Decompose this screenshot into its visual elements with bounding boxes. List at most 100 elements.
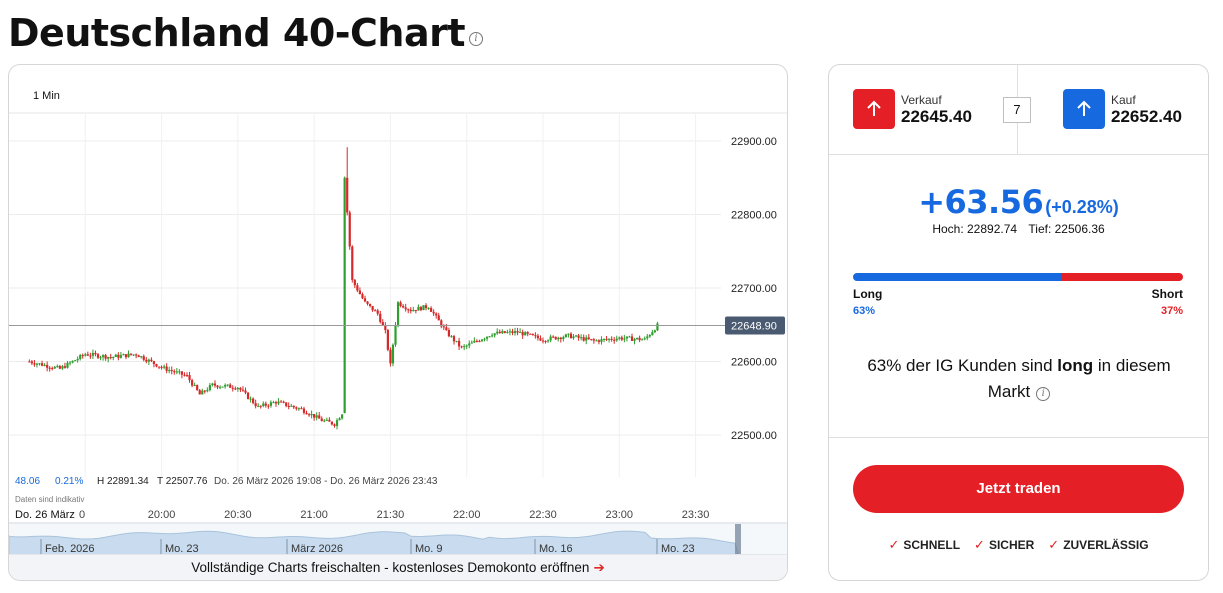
check-icon: ✓ [888, 537, 900, 552]
candle-body [394, 324, 397, 345]
candle-body [552, 336, 555, 338]
timeframe-label[interactable]: 1 Min [33, 90, 60, 102]
candle-body [541, 340, 545, 342]
candle-body [180, 371, 184, 375]
info-icon[interactable]: i [469, 32, 484, 46]
candle-body [221, 386, 224, 388]
candle-body [231, 387, 234, 389]
candle-body [424, 305, 428, 309]
candle-body [254, 403, 257, 407]
candle-body [361, 294, 364, 299]
candle-body [653, 330, 656, 333]
y-tick-label: 22500.00 [731, 430, 777, 442]
price-chart[interactable]: 1 Min 22900.0022800.0022700.0022600.0022… [9, 65, 788, 556]
candle-body [89, 355, 92, 357]
candle-body [427, 308, 430, 310]
candle-body [262, 403, 265, 406]
candle-body [279, 401, 283, 403]
candle-body [211, 383, 214, 386]
candle-body [236, 387, 239, 390]
candle-body [257, 405, 260, 407]
candle-body [511, 331, 514, 334]
candle-body [610, 338, 613, 340]
chart-panel[interactable]: 1 Min 22900.00 22800.00 22700.00 22600.00 22… [8, 64, 788, 581]
buy-button[interactable] [1063, 89, 1105, 129]
candle-body [475, 340, 478, 342]
candle-body [216, 385, 219, 388]
candle-body [480, 339, 484, 342]
stat-change: 48.06 [15, 476, 40, 487]
sell-box[interactable]: Verkauf 22645.40 [853, 89, 972, 129]
navigator[interactable]: Feb. 2026 Mo. 23 März 2026 Mo. 9 Mo. 16 Mo. 2… [9, 524, 788, 556]
candle-body [501, 331, 504, 334]
candle-body [368, 303, 372, 306]
page-title: Deutschland 40-Chart [8, 11, 466, 55]
buy-box[interactable]: Kauf 22652.40 [1063, 89, 1182, 129]
unlock-charts-link[interactable]: Vollständige Charts freischalten - koste… [9, 554, 787, 580]
candle-body [516, 331, 519, 333]
candle-body [241, 389, 245, 391]
sell-button[interactable] [853, 89, 895, 129]
candle-body [353, 279, 356, 286]
candle-body [389, 349, 392, 364]
x-tick-label: 23:00 [606, 509, 634, 521]
candle-body [577, 335, 580, 338]
stat-range: Do. 26 März 2026 19:08 - Do. 26 März 202… [214, 476, 438, 487]
candle-body [81, 355, 84, 357]
candle-body [206, 390, 209, 392]
long-label: Long [853, 287, 883, 301]
navigator-handle[interactable] [735, 524, 741, 556]
candle-body [602, 338, 606, 340]
candle-body [414, 309, 417, 311]
candle-body [396, 302, 400, 325]
feature-item: ✓ ZUVERLÄSSIG [1048, 537, 1148, 553]
candle-body [407, 309, 410, 311]
candle-body [267, 405, 270, 407]
candle-body [498, 331, 501, 334]
candle-body [140, 356, 143, 358]
check-icon: ✓ [974, 537, 985, 552]
candle-body [478, 341, 481, 343]
candle-body [290, 405, 293, 407]
candle-body [386, 330, 389, 350]
candle-body [641, 339, 644, 341]
candle-body [557, 337, 560, 340]
candle-body [572, 336, 575, 339]
y-axis: 22900.00 22800.00 22700.00 22600.00 22500.00 [731, 136, 777, 442]
candle-body [574, 335, 578, 337]
candle-body [295, 407, 298, 409]
x-axis: Do. 26 März 0 20:00 20:30 21:00 21:30 22:00 22:… [15, 509, 709, 521]
current-price-tag: 22648.90 [725, 316, 785, 335]
client-sentiment: Long Short 63% 37% [853, 273, 1183, 317]
candle-body [104, 355, 107, 359]
candle-body [483, 338, 486, 340]
x-tick-label: 23:30 [682, 509, 710, 521]
x-tick-label: 21:30 [377, 509, 405, 521]
candle-body [450, 336, 453, 338]
candle-body [297, 408, 300, 410]
candle-body [343, 177, 346, 413]
daily-change-pct: (+0.28%) [1045, 197, 1119, 217]
price-row: Verkauf 22645.40 7 Kauf 22652.40 [829, 65, 1208, 155]
candle-body [101, 355, 105, 358]
candle-body [402, 305, 405, 308]
candle-body [371, 305, 374, 311]
indicative-note: Daten sind indikativ [15, 495, 84, 504]
candle-body [269, 402, 273, 406]
candle-body [468, 343, 471, 346]
trade-now-button[interactable]: Jetzt traden [853, 465, 1184, 513]
candle-body [152, 361, 156, 365]
stat-high: H 22891.34 [97, 476, 149, 487]
candle-body [635, 337, 639, 339]
candle-body [272, 402, 275, 404]
candle-body [198, 390, 201, 395]
candle-body [546, 340, 550, 342]
candle-body [196, 385, 199, 391]
candle-body [91, 352, 95, 356]
candle-body [239, 387, 242, 390]
candle-body [465, 345, 468, 347]
info-icon[interactable]: i [1036, 387, 1051, 401]
long-pct: 63% [853, 305, 876, 317]
candle-body [600, 339, 603, 342]
candle-body [129, 353, 133, 355]
